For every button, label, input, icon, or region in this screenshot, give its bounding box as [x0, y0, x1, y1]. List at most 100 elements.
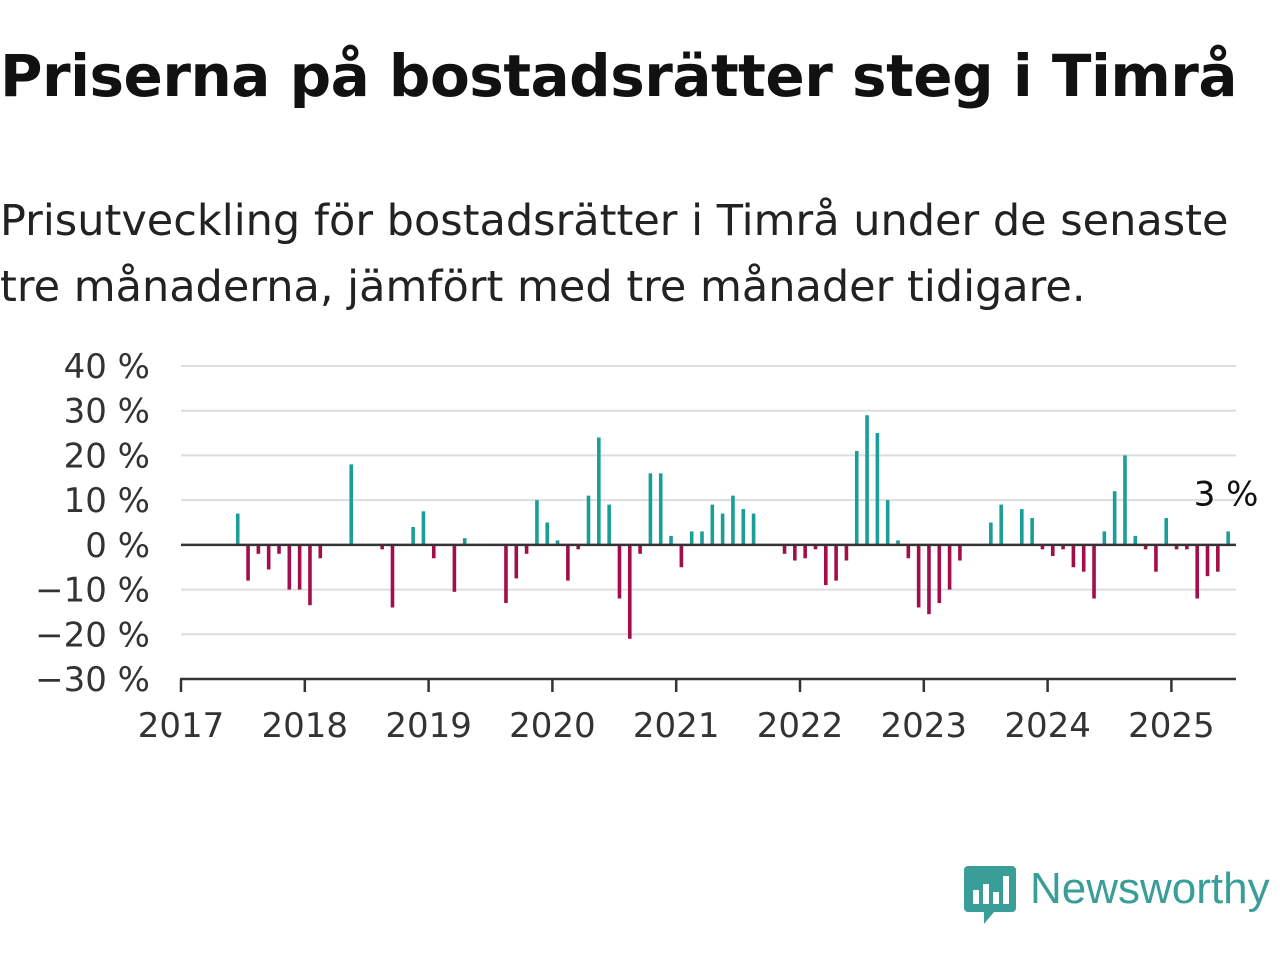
bar [854, 450, 859, 545]
bar [875, 433, 880, 545]
bar [782, 544, 787, 554]
speech-bubble-bar-chart-icon [964, 866, 1016, 924]
y-tick-label: 20 % [64, 436, 150, 476]
bar [999, 504, 1003, 545]
bar [813, 544, 818, 550]
bar [597, 437, 601, 545]
bar [235, 513, 240, 545]
bar [1102, 531, 1107, 545]
bar [1061, 544, 1065, 550]
bar [669, 535, 673, 545]
bar [535, 500, 539, 545]
bar [1040, 544, 1045, 550]
bar [452, 544, 457, 592]
bar [1143, 544, 1148, 550]
bar [380, 544, 384, 550]
bar [504, 544, 508, 603]
bar [906, 544, 911, 559]
bar [586, 495, 591, 545]
bar [617, 544, 622, 599]
bar [308, 544, 312, 606]
x-tick-label: 2019 [385, 706, 472, 746]
bar [411, 526, 415, 545]
bar [390, 544, 395, 608]
bar [700, 531, 704, 545]
bar [1216, 544, 1220, 572]
bar [421, 511, 426, 545]
bar [1123, 455, 1127, 545]
bar [844, 544, 849, 561]
gridlines [181, 365, 1236, 636]
bar [266, 544, 271, 570]
bar [277, 544, 281, 554]
bar [349, 464, 354, 545]
bar [1092, 544, 1096, 599]
x-tick-label: 2018 [262, 706, 349, 746]
bar [524, 544, 529, 554]
bar [1050, 544, 1055, 557]
chart-title: Priserna på bostadsrätter steg i Timrå [0, 42, 1238, 110]
bar [1081, 544, 1086, 572]
logo-text: Newsworthy [1030, 864, 1270, 913]
x-tick-label: 2025 [1128, 706, 1215, 746]
bar [1185, 544, 1189, 550]
bar [834, 544, 838, 581]
bar [751, 513, 756, 545]
bar [865, 415, 869, 545]
bar [741, 509, 746, 545]
axes [179, 543, 1236, 692]
bar [958, 544, 962, 561]
bar [1133, 535, 1138, 545]
bar [256, 544, 261, 554]
y-tick-label: −20 % [35, 615, 150, 655]
x-tick-label: 2024 [1004, 706, 1091, 746]
bar [627, 544, 632, 639]
bar [297, 544, 302, 590]
bar [246, 544, 250, 581]
bar [462, 538, 467, 545]
bar [1030, 518, 1034, 545]
last-value-label: 3 % [1194, 474, 1259, 514]
x-tick-label: 2021 [633, 706, 720, 746]
bar [1195, 544, 1199, 599]
y-tick-label: 40 % [64, 347, 150, 387]
bar [1112, 491, 1117, 545]
bar [803, 544, 807, 559]
bar [555, 540, 560, 545]
bar [514, 544, 519, 579]
bar [648, 473, 653, 545]
bar [710, 504, 715, 545]
bar [1205, 544, 1210, 577]
bar [731, 495, 735, 545]
bar [1174, 544, 1179, 550]
bar [823, 544, 828, 586]
bar [720, 513, 725, 545]
x-tick-label: 2022 [757, 706, 844, 746]
y-tick-label: 0 % [85, 526, 150, 566]
chart-subtitle: Prisutveckling för bostadsrätter i Timrå… [0, 196, 1229, 312]
bar [689, 531, 694, 545]
bar [885, 500, 890, 545]
bar [1154, 544, 1158, 572]
bar [937, 544, 942, 603]
bar [638, 544, 642, 554]
y-tick-label: 10 % [64, 481, 150, 521]
bar [545, 522, 550, 545]
x-tick-label: 2020 [509, 706, 596, 746]
bar [1226, 531, 1230, 545]
bar [1071, 544, 1076, 568]
bar-chart: 40 %30 %20 %10 %0 %−10 %−20 %−30 % 2017 2… [35, 347, 1259, 746]
x-tick-label: 2017 [138, 706, 225, 746]
bar [927, 544, 931, 615]
bar [1164, 518, 1169, 545]
y-tick-label: −30 % [35, 660, 150, 700]
bar [896, 540, 900, 545]
bar [916, 544, 921, 608]
bar [576, 544, 580, 550]
bar [431, 544, 436, 559]
bar [947, 544, 952, 590]
bar [566, 544, 570, 581]
bar [989, 522, 993, 545]
bar [318, 544, 323, 559]
bar [287, 544, 292, 590]
